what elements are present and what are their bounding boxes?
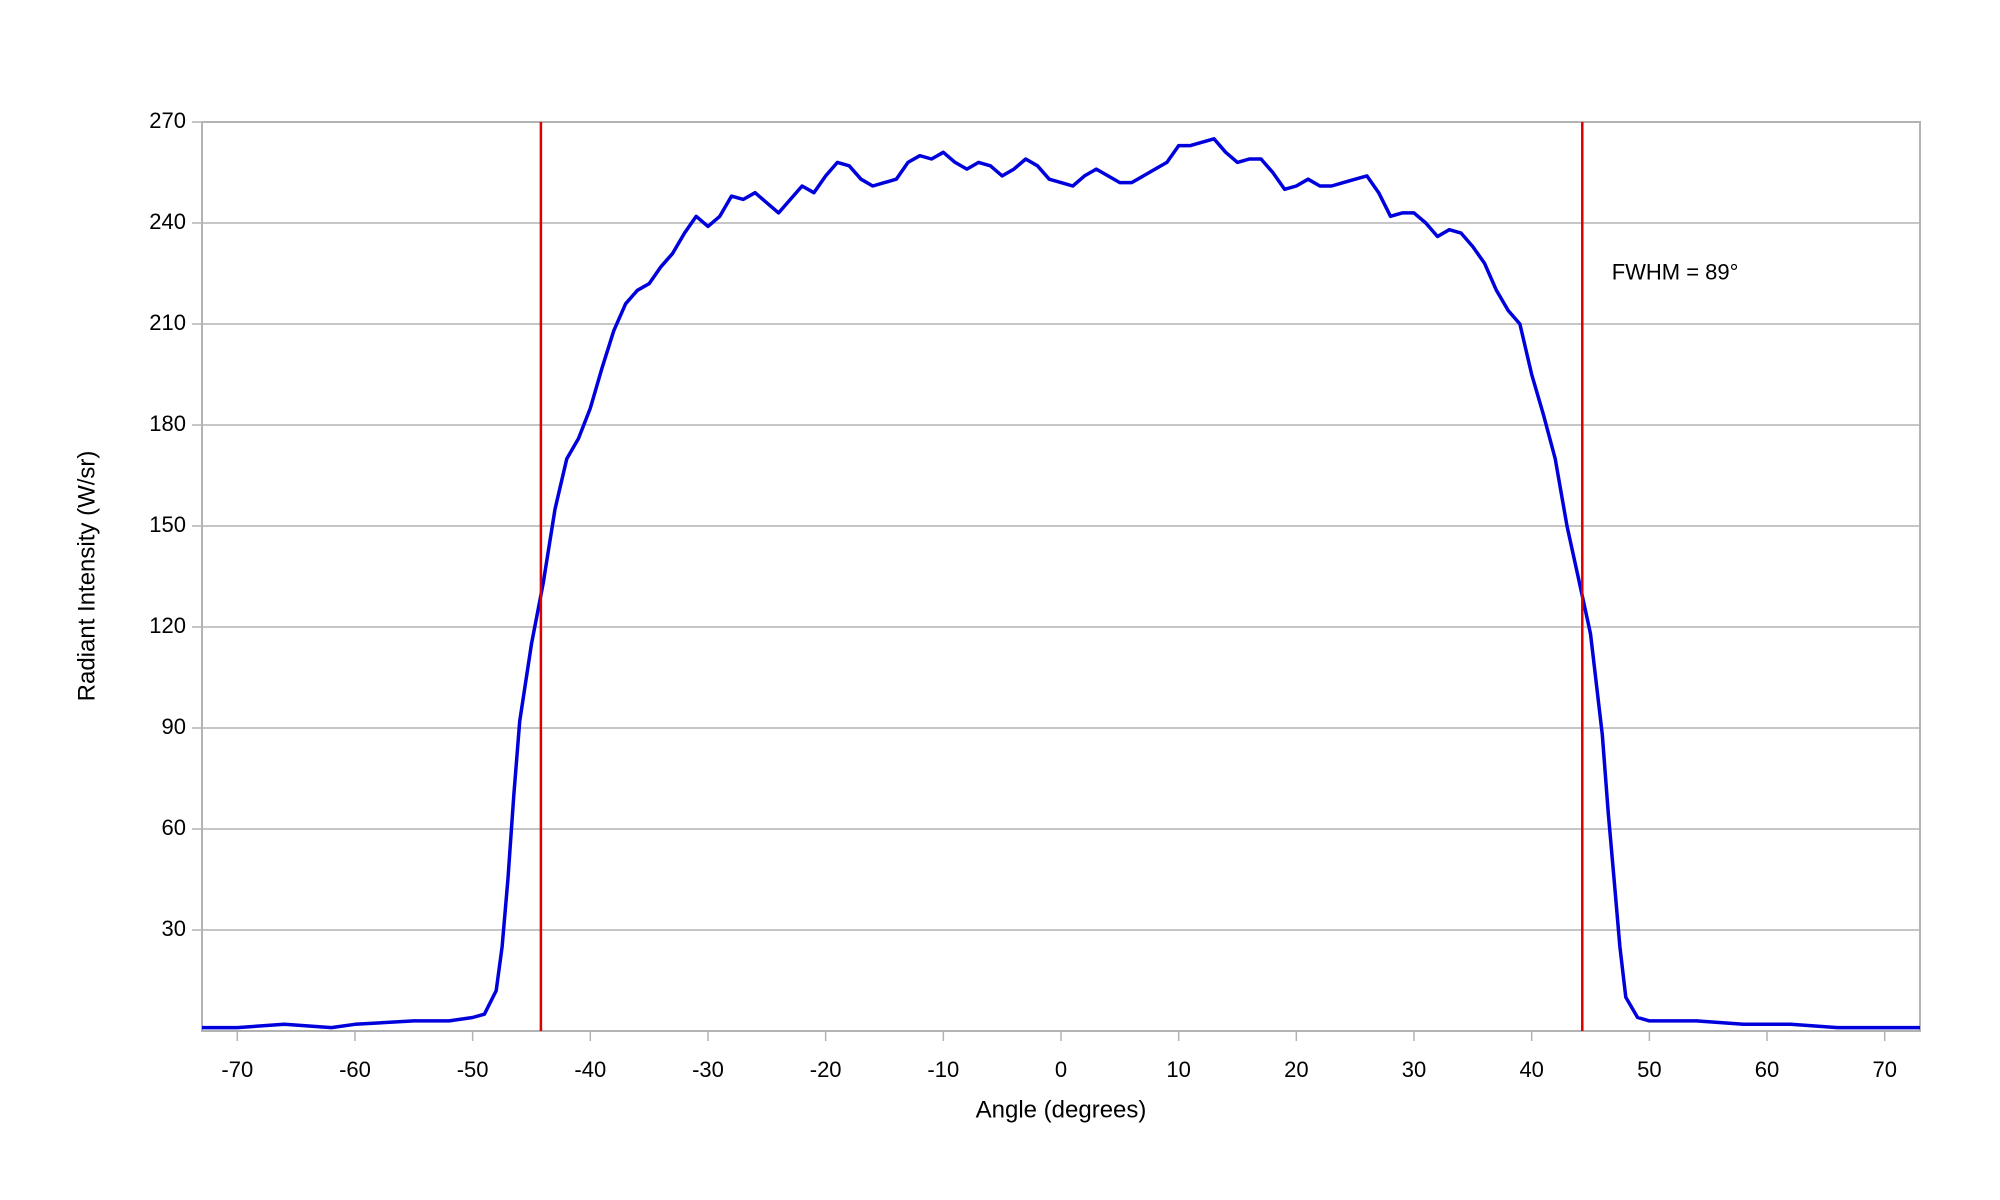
y-tick-label: 240 [149, 209, 186, 234]
plot-frame [201, 121, 1921, 1032]
x-tick-label: 20 [1284, 1057, 1308, 1082]
data-line [202, 137, 1920, 1030]
x-tick-label: -60 [339, 1057, 371, 1082]
x-tick-label: 10 [1166, 1057, 1190, 1082]
y-tick-label: 180 [149, 411, 186, 436]
x-tick-label: -20 [810, 1057, 842, 1082]
x-tick-label: -70 [221, 1057, 253, 1082]
x-tick-label: 70 [1872, 1057, 1896, 1082]
x-axis-title: Angle (degrees) [976, 1096, 1147, 1123]
x-tick-label: -30 [692, 1057, 724, 1082]
y-tick-label: 60 [162, 815, 186, 840]
x-tick-label: -40 [574, 1057, 606, 1082]
y-tick-label: 270 [149, 108, 186, 133]
x-tick-label: -50 [457, 1057, 489, 1082]
x-tick-label: 0 [1055, 1057, 1067, 1082]
annotation: FWHM = 89° [1612, 259, 1739, 284]
y-tick-label: 120 [149, 613, 186, 638]
x-tick-label: 30 [1402, 1057, 1426, 1082]
y-tick-label: 150 [149, 512, 186, 537]
x-tick-label: 60 [1755, 1057, 1779, 1082]
x-tick-label: 40 [1519, 1057, 1543, 1082]
x-tick-label: 50 [1637, 1057, 1661, 1082]
y-tick-label: 30 [162, 916, 186, 941]
y-tick-label: 90 [162, 714, 186, 739]
y-tick-label: 210 [149, 310, 186, 335]
y-axis-title: Radiant Intensity (W/sr) [73, 451, 100, 702]
x-tick-label: -10 [927, 1057, 959, 1082]
